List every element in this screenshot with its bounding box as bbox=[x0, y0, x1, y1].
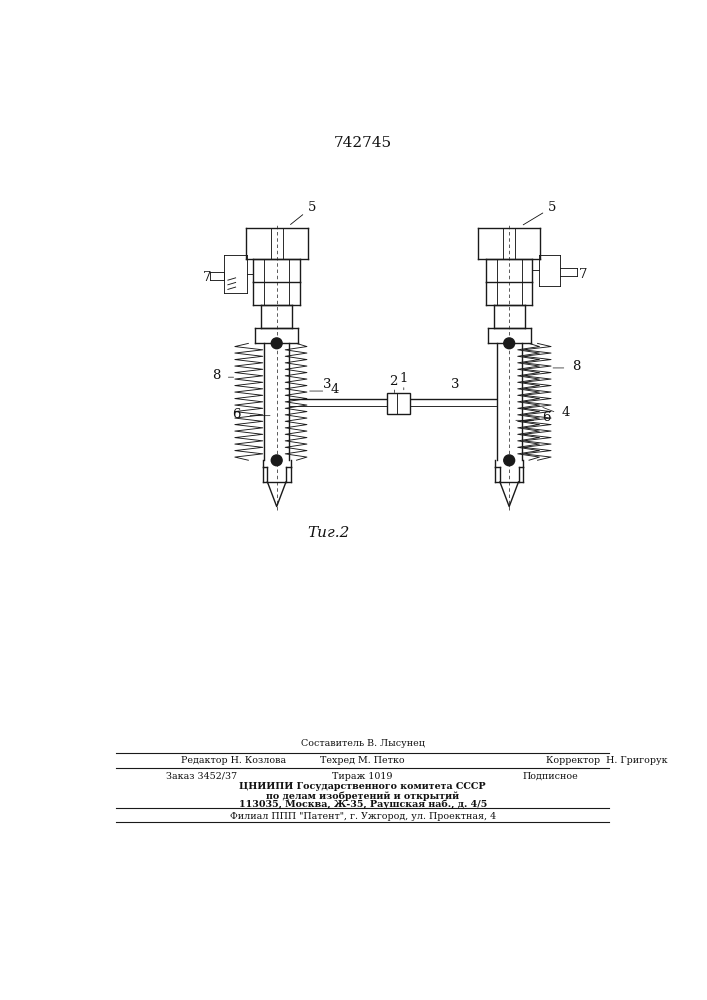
Text: 4: 4 bbox=[561, 406, 570, 419]
Circle shape bbox=[271, 338, 282, 349]
Text: Подписное: Подписное bbox=[522, 772, 578, 781]
Bar bbox=[387, 393, 410, 414]
Text: Техред М. Петко: Техред М. Петко bbox=[320, 756, 405, 765]
Text: по делам изобретений и открытий: по делам изобретений и открытий bbox=[266, 791, 460, 801]
Text: 742745: 742745 bbox=[334, 136, 392, 150]
Text: Филиал ППП "Патент", г. Ужгород, ул. Проектная, 4: Филиал ППП "Патент", г. Ужгород, ул. Про… bbox=[230, 812, 496, 821]
Text: 5: 5 bbox=[291, 201, 316, 225]
Text: 1: 1 bbox=[399, 372, 408, 385]
Text: 6: 6 bbox=[542, 411, 551, 424]
Text: 8: 8 bbox=[572, 360, 580, 373]
Text: 3: 3 bbox=[450, 378, 460, 391]
Text: 8: 8 bbox=[212, 369, 221, 382]
Text: 4: 4 bbox=[331, 383, 339, 396]
Text: 7: 7 bbox=[578, 267, 587, 280]
Text: 3: 3 bbox=[323, 378, 332, 391]
Text: 113035, Москва, Ж-35, Раушская наб., д. 4/5: 113035, Москва, Ж-35, Раушская наб., д. … bbox=[238, 800, 487, 809]
Text: Τиг.2: Τиг.2 bbox=[308, 526, 350, 540]
Text: Заказ 3452/37: Заказ 3452/37 bbox=[166, 772, 237, 781]
Text: ЦНИИПИ Государственного комитета СССР: ЦНИИПИ Государственного комитета СССР bbox=[240, 782, 486, 791]
Text: 5: 5 bbox=[523, 201, 556, 225]
Text: 2: 2 bbox=[389, 375, 397, 388]
Text: Тираж 1019: Тираж 1019 bbox=[332, 772, 393, 781]
Text: 6: 6 bbox=[232, 408, 240, 421]
Circle shape bbox=[504, 455, 515, 466]
Circle shape bbox=[504, 338, 515, 349]
Text: Составитель В. Лысунец: Составитель В. Лысунец bbox=[300, 739, 425, 748]
Circle shape bbox=[271, 455, 282, 466]
Text: 7: 7 bbox=[203, 271, 211, 284]
Text: Редактор Н. Козлова: Редактор Н. Козлова bbox=[182, 756, 286, 765]
Text: Корректор  Н. Григорук: Корректор Н. Григорук bbox=[546, 756, 667, 765]
